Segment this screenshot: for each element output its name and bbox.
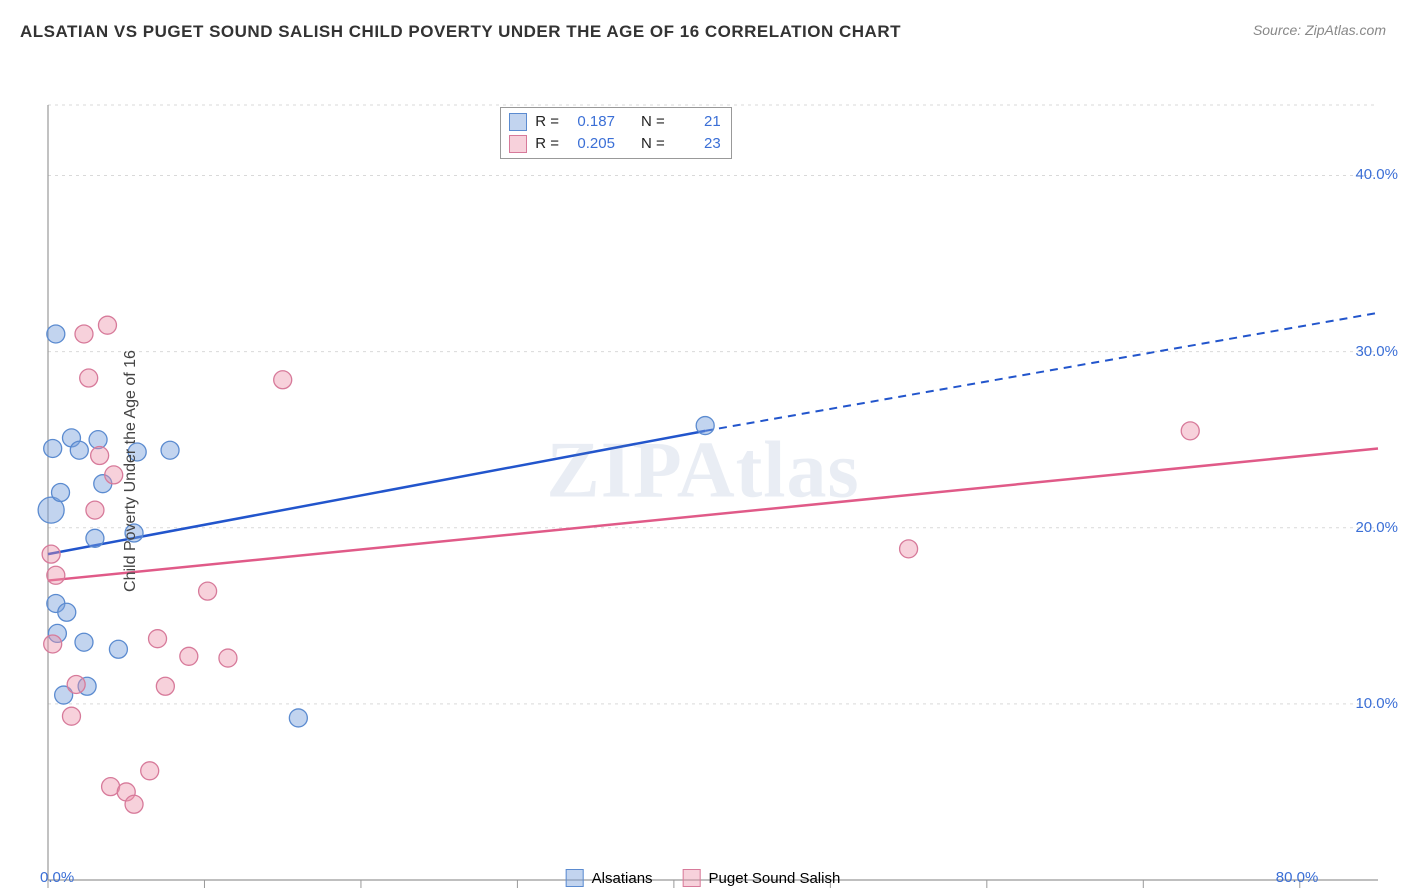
puget-point	[44, 635, 62, 653]
stats-legend-row-alsatians: R = 0.187 N = 21	[509, 111, 721, 133]
scatter-plot-svg	[0, 50, 1406, 892]
r-label: R =	[535, 133, 559, 155]
alsatians-point	[89, 431, 107, 449]
legend-item-alsatians: Alsatians	[566, 869, 653, 887]
puget-point	[98, 316, 116, 334]
alsatians-point	[52, 484, 70, 502]
alsatians-point	[289, 709, 307, 727]
source-link[interactable]: ZipAtlas.com	[1305, 22, 1386, 38]
puget-point	[149, 630, 167, 648]
chart-title: ALSATIAN VS PUGET SOUND SALISH CHILD POV…	[20, 22, 901, 42]
source-prefix: Source:	[1253, 22, 1305, 38]
puget-point	[80, 369, 98, 387]
alsatians-point	[47, 325, 65, 343]
y-tick-label: 20.0%	[1355, 519, 1398, 536]
alsatians-swatch	[509, 113, 527, 131]
puget-point	[141, 762, 159, 780]
y-tick-label: 30.0%	[1355, 343, 1398, 360]
alsatians-point	[75, 633, 93, 651]
puget-point	[125, 795, 143, 813]
puget-point	[47, 566, 65, 584]
legend-item-puget: Puget Sound Salish	[683, 869, 841, 887]
puget-point	[62, 707, 80, 725]
y-tick-label: 10.0%	[1355, 695, 1398, 712]
puget-point	[274, 371, 292, 389]
puget-point	[219, 649, 237, 667]
puget-r-value: 0.205	[567, 133, 615, 155]
y-axis-label: Child Poverty Under the Age of 16	[122, 350, 140, 592]
puget-point	[42, 545, 60, 563]
puget-point	[900, 540, 918, 558]
puget-label: Puget Sound Salish	[709, 870, 841, 887]
r-label: R =	[535, 111, 559, 133]
puget-point	[105, 466, 123, 484]
alsatians-r-value: 0.187	[567, 111, 615, 133]
puget-n-value: 23	[673, 133, 721, 155]
y-tick-label: 40.0%	[1355, 166, 1398, 183]
stats-legend: R = 0.187 N = 21 R = 0.205 N = 23	[500, 107, 732, 159]
puget-point	[67, 675, 85, 693]
puget-point	[86, 501, 104, 519]
n-label: N =	[641, 111, 665, 133]
stats-legend-row-puget: R = 0.205 N = 23	[509, 133, 721, 155]
x-tick-label: 0.0%	[40, 869, 74, 886]
puget-point	[1181, 422, 1199, 440]
alsatians-point	[44, 439, 62, 457]
puget-point	[180, 647, 198, 665]
x-tick-label: 80.0%	[1276, 869, 1319, 886]
chart-area: Child Poverty Under the Age of 16 ZIPAtl…	[0, 50, 1406, 892]
puget-point	[199, 582, 217, 600]
puget-swatch	[509, 135, 527, 153]
series-legend: Alsatians Puget Sound Salish	[566, 869, 841, 887]
alsatians-point	[161, 441, 179, 459]
alsatians-label: Alsatians	[592, 870, 653, 887]
source-attribution: Source: ZipAtlas.com	[1253, 22, 1386, 38]
alsatians-point	[58, 603, 76, 621]
n-label: N =	[641, 133, 665, 155]
puget-point	[75, 325, 93, 343]
puget-swatch	[683, 869, 701, 887]
puget-point	[156, 677, 174, 695]
alsatians-point	[86, 529, 104, 547]
alsatians-point	[109, 640, 127, 658]
alsatians-point	[70, 441, 88, 459]
alsatians-n-value: 21	[673, 111, 721, 133]
puget-point	[91, 447, 109, 465]
alsatians-swatch	[566, 869, 584, 887]
alsatians-point	[696, 417, 714, 435]
